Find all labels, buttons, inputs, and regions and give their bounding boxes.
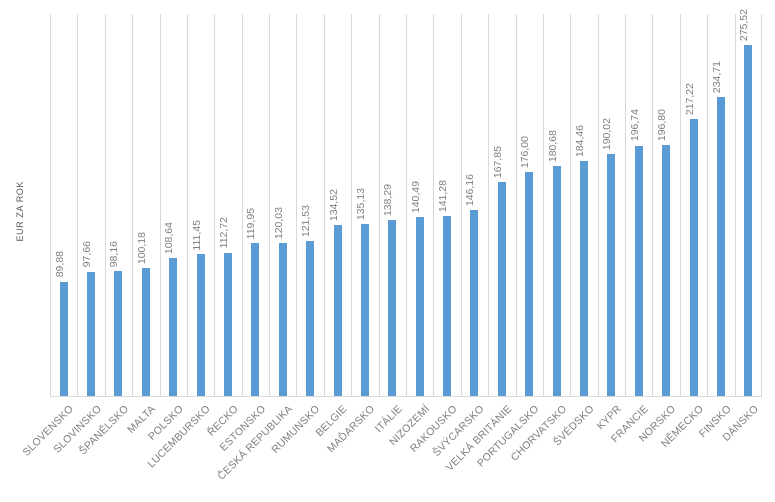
bar-francie [634,145,643,396]
bar-slovinsko [87,271,96,396]
value-label: 108,64 [163,221,176,254]
value-label: 184,46 [574,124,586,158]
gridline [214,14,215,396]
gridline [406,14,407,396]
bar-švýcarsko [470,209,479,396]
gridline [77,14,78,396]
value-label: 190,02 [601,117,614,150]
gridline [461,14,462,396]
gridline [680,14,681,396]
bar-rumunsko [306,241,315,396]
gridline [50,14,51,396]
bar-rakousko [443,216,452,396]
value-label: 275,52 [738,9,751,42]
value-label: 167,85 [491,146,504,179]
gridline [761,14,762,396]
value-label: 138,29 [382,183,395,216]
value-label: 196,74 [628,109,641,142]
value-label: 100,18 [135,232,148,265]
value-label: 196,80 [656,109,669,142]
gridline [242,14,243,396]
gridline [516,14,517,396]
bar-polsko [169,257,178,396]
bar-nizozemí [415,217,424,396]
bar-řecko [224,252,232,396]
bar-německo [689,119,698,396]
value-label: 97,66 [81,241,94,268]
gridline [187,14,188,396]
bar-estonsko [251,243,260,396]
bar-maďarsko [360,223,369,396]
gridline [543,14,544,396]
bar-finsko [716,97,725,396]
gridline [488,14,489,396]
bar-malta [141,268,150,396]
gridline [132,14,133,396]
value-label: 146,16 [464,173,477,206]
plot-area: 89,88 97,66 98,16 100,18 108,64 111,45 112,72 1… [50,9,762,397]
value-label: 140,49 [409,180,422,214]
bar-česká republika [278,243,287,396]
gridline [570,14,571,396]
gridline [324,14,325,396]
value-label: 234,71 [710,60,723,94]
value-label: 98,16 [108,240,121,267]
bar-portugalsko [525,171,534,396]
gridline [652,14,653,396]
bar-švédsko [580,161,588,396]
value-label: 180,68 [546,129,559,162]
value-label: 120,03 [272,207,285,240]
value-label: 141,28 [437,179,450,213]
value-label: 135,13 [354,187,367,220]
gridline [160,14,161,396]
bar-španělsko [114,271,123,396]
gridline [625,14,626,396]
gridline [735,14,736,396]
gridline [379,14,380,396]
bar-norsko [662,145,671,396]
value-label: 119,95 [245,207,258,240]
value-label: 89,88 [53,251,66,278]
gridline [598,14,599,396]
bar-velká británie [497,182,506,396]
bar-itálie [388,219,397,396]
gridline [296,14,297,396]
bar-lucembursko [196,254,205,396]
value-label: 111,45 [190,219,203,251]
bar-chorvatsko [552,165,561,396]
bar-dánsko [744,45,753,396]
value-label: 217,22 [683,83,696,116]
bar-slovensko [59,281,68,396]
gridline [707,14,708,396]
value-label: 121,53 [300,205,313,238]
gridline [351,14,352,396]
gridline [105,14,106,396]
y-axis-title: EUR ZA ROK [15,181,25,242]
value-label: 134,52 [327,188,340,221]
gridline [433,14,434,396]
gridline [269,14,270,396]
value-label: 112,72 [218,217,230,249]
bar-kypr [607,154,616,396]
value-label: 176,00 [519,135,532,168]
bar-belgie [333,224,342,396]
